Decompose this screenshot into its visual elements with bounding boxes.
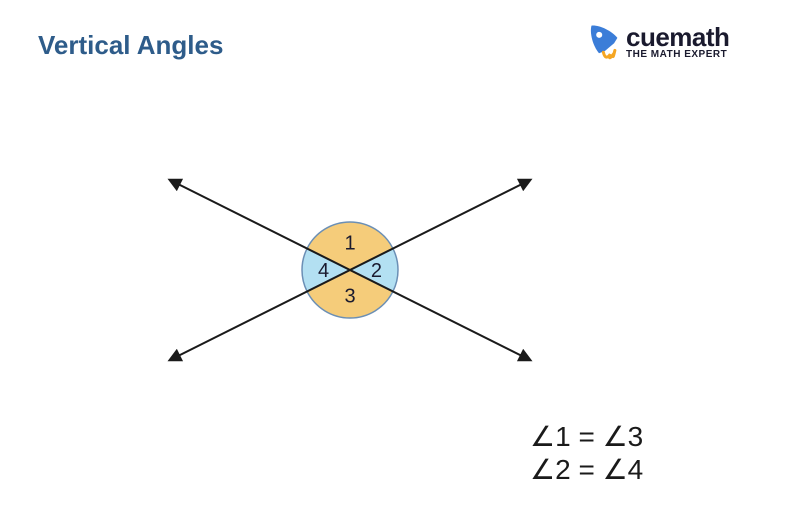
rocket-icon xyxy=(580,22,620,62)
svg-text:3: 3 xyxy=(344,285,355,307)
logo-main-text: cuemath xyxy=(626,24,729,50)
page-title: Vertical Angles xyxy=(38,30,223,61)
brand-logo: cuemath THE MATH EXPERT xyxy=(580,22,729,62)
equation-2: ∠2 = ∠4 xyxy=(530,453,643,486)
svg-text:2: 2 xyxy=(371,260,382,282)
svg-text:1: 1 xyxy=(344,233,355,255)
svg-text:4: 4 xyxy=(318,260,329,282)
logo-tagline: THE MATH EXPERT xyxy=(626,50,729,60)
logo-text-group: cuemath THE MATH EXPERT xyxy=(626,24,729,60)
vertical-angles-diagram: 1 2 3 4 xyxy=(130,130,570,410)
equations: ∠1 = ∠3 ∠2 = ∠4 xyxy=(530,420,643,486)
equation-1: ∠1 = ∠3 xyxy=(530,420,643,453)
